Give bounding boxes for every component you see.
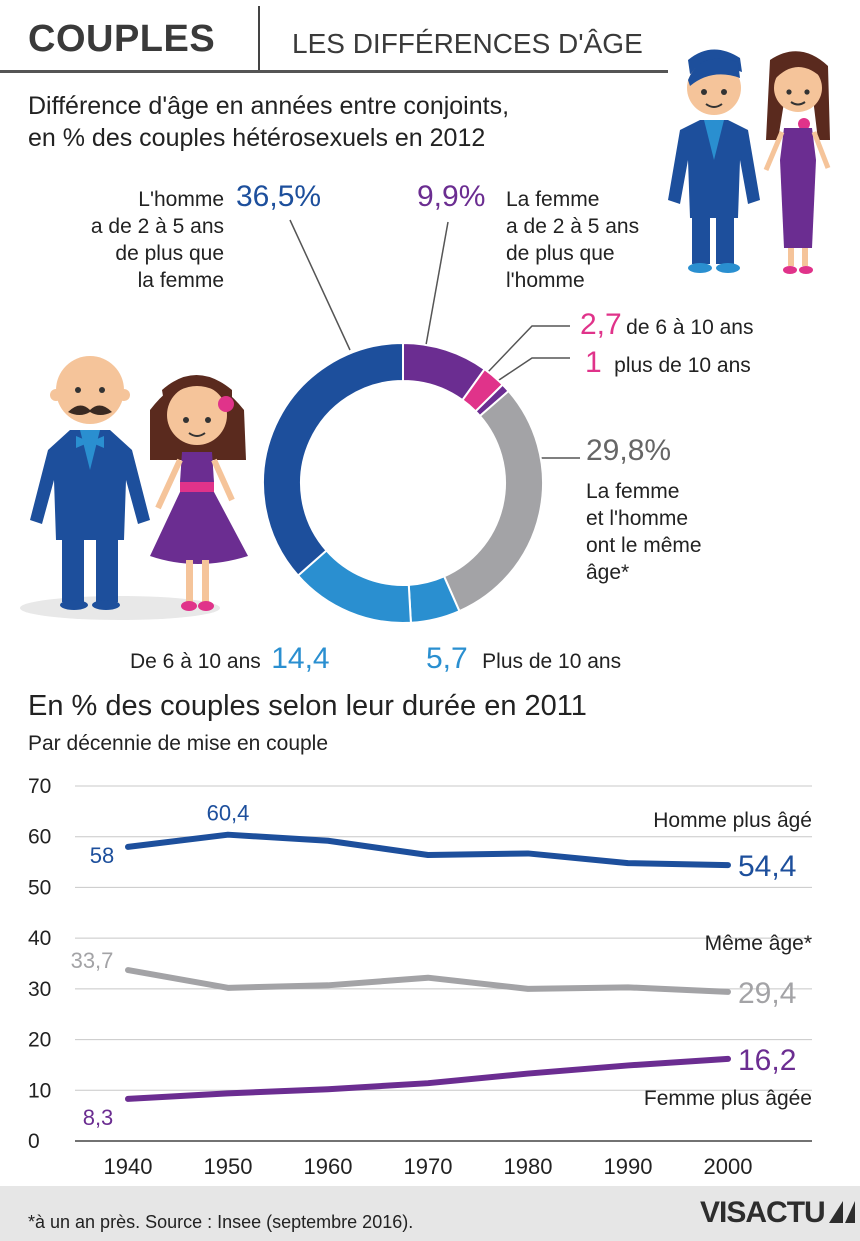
label-text: plus de 10 ans xyxy=(614,354,751,377)
label-line: La femme xyxy=(506,188,600,211)
label-text: Plus de 10 ans xyxy=(482,650,622,673)
logo-part1: VIS xyxy=(700,1196,746,1229)
y-tick-label: 70 xyxy=(28,775,51,798)
donut-title-line2: en % des couples hétérosexuels en 2012 xyxy=(28,124,486,152)
series xyxy=(125,831,731,1102)
label-line: la femme xyxy=(137,269,224,292)
data-labels: Homme plus âgé 58 60,4 54,4 Même âge* 33,7 29,… xyxy=(71,801,812,1130)
series-name-label: Femme plus âgée xyxy=(644,1087,812,1110)
grid: 0 10 20 30 40 50 60 70 1940 1950 1960 1970 1980 1990 2… xyxy=(28,775,812,1179)
leader-woman-6-10 xyxy=(487,325,570,373)
donut-slice-same-age xyxy=(442,389,544,613)
donut-title-line1: Différence d'âge en années entre conjoin… xyxy=(28,92,510,120)
y-tick-label: 0 xyxy=(28,1130,40,1153)
percent-sign: % xyxy=(294,180,322,213)
x-tick-label: 1980 xyxy=(504,1154,553,1179)
label-text: de 6 à 10 ans xyxy=(626,316,754,339)
value-woman-10-plus: 1 xyxy=(585,346,602,379)
y-tick-label: 60 xyxy=(28,826,51,849)
value-woman-older-2-5: 9,9% xyxy=(417,182,485,212)
label-line: L'homme xyxy=(138,188,224,211)
label-line: La femme xyxy=(586,480,680,503)
value-number: 36,5 xyxy=(236,180,295,213)
series-line-2 xyxy=(125,1055,731,1102)
donut-title: Différence d'âge en années entre conjoin… xyxy=(28,90,509,154)
y-tick-label: 20 xyxy=(28,1029,51,1052)
y-tick-label: 30 xyxy=(28,978,51,1001)
x-tick-label: 2000 xyxy=(704,1154,753,1179)
value-woman-6-10: 2,7 xyxy=(580,308,622,341)
value-man-10-plus: 5,7 xyxy=(426,642,468,675)
logo-mark-icon xyxy=(828,1201,855,1223)
donut-slice-man-older-2-5 xyxy=(262,341,404,577)
value-number: 29,8 xyxy=(586,434,645,467)
value-same-age: 29,8% xyxy=(586,436,671,466)
label-woman-older-2-5: La femme a de 2 à 5 ans de plus que l'ho… xyxy=(506,186,639,294)
percent-sign: % xyxy=(644,434,672,467)
label-line: a de 2 à 5 ans xyxy=(90,215,224,238)
data-label: 58 xyxy=(90,843,114,868)
series-name-label: Même âge* xyxy=(705,932,812,955)
x-tick-label: 1950 xyxy=(204,1154,253,1179)
leader-man-older-2-5 xyxy=(289,219,351,351)
label-text: De 6 à 10 ans xyxy=(130,650,261,673)
data-label: 54,4 xyxy=(738,850,796,883)
percent-sign: % xyxy=(458,180,486,213)
label-woman-10-plus: 1 plus de 10 ans xyxy=(585,348,751,379)
label-man-older-2-5: L'homme a de 2 à 5 ans de plus que la fe… xyxy=(30,186,224,294)
visactu-logo: VISACTU xyxy=(700,1196,857,1230)
leader-woman-older-2-5 xyxy=(425,221,449,346)
page-subtitle: LES DIFFÉRENCES D'ÂGE xyxy=(292,28,643,59)
label-line: l'homme xyxy=(506,269,585,292)
data-label: 33,7 xyxy=(71,948,114,973)
label-line: de plus que xyxy=(506,242,615,265)
young-couple-illustration xyxy=(668,49,831,274)
y-tick-label: 40 xyxy=(28,927,51,950)
line-chart-subtitle: Par décennie de mise en couple xyxy=(28,732,329,755)
data-label: 16,2 xyxy=(738,1044,796,1077)
y-tick-label: 10 xyxy=(28,1079,51,1102)
label-woman-6-10: 2,7 de 6 à 10 ans xyxy=(580,310,753,341)
x-tick-label: 1960 xyxy=(304,1154,353,1179)
data-label: 60,4 xyxy=(207,801,250,826)
series-line-1 xyxy=(125,967,731,995)
series-line-0 xyxy=(125,831,731,869)
header-underline xyxy=(0,70,668,73)
line-chart-title: En % des couples selon leur durée en 201… xyxy=(28,690,587,722)
leader-lines xyxy=(289,219,580,459)
older-man-couple-illustration xyxy=(20,356,248,620)
leader-woman-10-plus xyxy=(495,357,570,383)
line-chart: 0 10 20 30 40 50 60 70 1940 1950 1960 1970 1980 1990 2… xyxy=(28,775,812,1179)
value-man-older-2-5: 36,5% xyxy=(236,182,321,212)
data-label: 8,3 xyxy=(83,1105,114,1130)
y-tick-label: 50 xyxy=(28,876,51,899)
label-line: a de 2 à 5 ans xyxy=(506,215,640,238)
label-same-age: La femme et l'homme ont le même âge* xyxy=(586,478,702,586)
value-man-6-10: 14,4 xyxy=(271,642,330,675)
footer-bar xyxy=(0,1186,860,1241)
page-title: COUPLES xyxy=(28,18,216,60)
logo-part2: ACTU xyxy=(745,1196,825,1229)
series-name-label: Homme plus âgé xyxy=(653,809,812,832)
x-tick-label: 1990 xyxy=(604,1154,653,1179)
data-label: 29,4 xyxy=(738,977,796,1010)
label-man-6-10: De 6 à 10 ans 14,4 xyxy=(130,644,330,675)
x-tick-label: 1940 xyxy=(104,1154,153,1179)
header-divider xyxy=(258,6,260,70)
label-line: ont le même xyxy=(586,534,702,557)
label-line: et l'homme xyxy=(586,507,689,530)
footnote: *à un an près. Source : Insee (septembre… xyxy=(28,1212,414,1232)
donut-slices xyxy=(262,341,544,624)
x-tick-label: 1970 xyxy=(404,1154,453,1179)
donut-chart xyxy=(20,49,831,624)
value-number: 9,9 xyxy=(417,180,459,213)
label-man-10-plus: 5,7 Plus de 10 ans xyxy=(426,644,621,675)
label-line: âge* xyxy=(586,561,630,584)
label-line: de plus que xyxy=(115,242,224,265)
